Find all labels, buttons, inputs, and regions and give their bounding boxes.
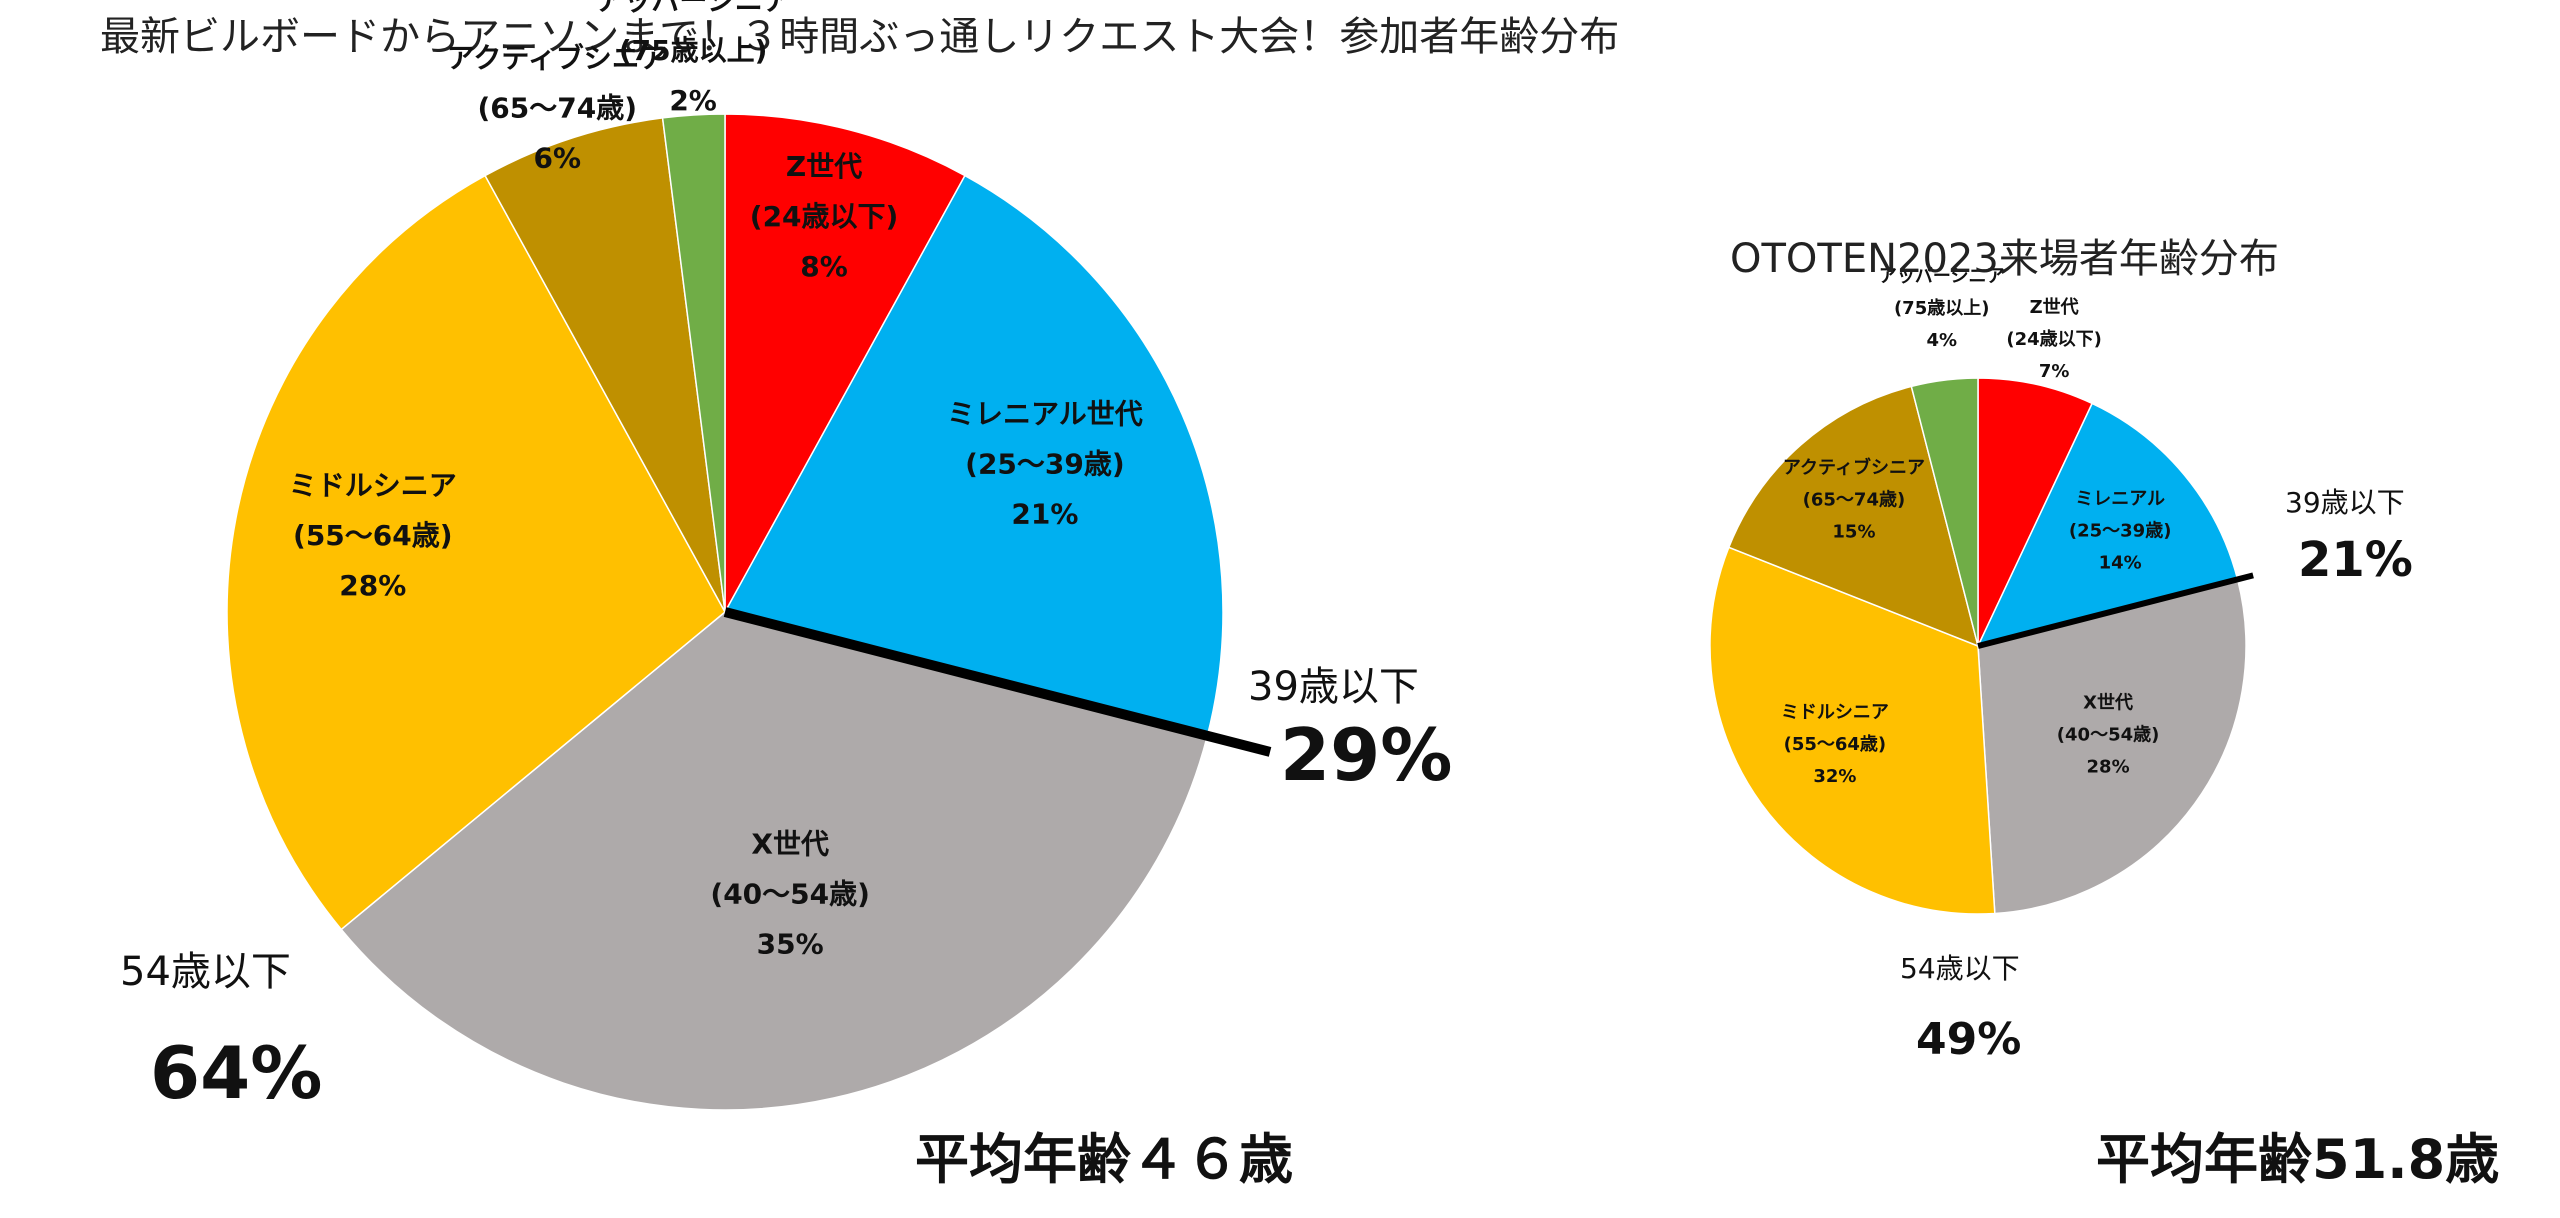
- under39-label: 39歳以下: [2285, 486, 2405, 519]
- pie-slice-middle-senior: [1709, 546, 1996, 915]
- pie-slice-x-gen: [340, 611, 1209, 1111]
- pie-slice-active-senior: [484, 117, 726, 613]
- pie-chart-request-event: Z世代(24歳以下) 8% ミレニアル世代(25～39歳) 21% X世代(40～54歳…: [120, 0, 1452, 1191]
- under54-value: 49%: [1916, 1014, 2021, 1065]
- slice-label-upper-senior: アッパーシニア(75歳以上) 4%: [1879, 266, 2005, 351]
- under54-label: 54歳以下: [1900, 952, 2020, 985]
- slice-label-middle-senior: ミドルシニア(55～64歳) 32%: [1781, 702, 1889, 787]
- under39-value: 29%: [1280, 713, 1452, 797]
- under39-separator-line: [1977, 572, 2254, 649]
- pie-slice-millennial: [723, 174, 1224, 737]
- pie-slice-z-gen: [1977, 377, 2094, 647]
- slice-label-millennial: ミレニアル世代(25～39歳) 21%: [947, 398, 1143, 531]
- under54-value: 64%: [150, 1031, 322, 1115]
- slice-label-upper-senior: アッパーシニア(75歳以上) 2%: [595, 0, 790, 117]
- slice-label-z-gen: Z世代(24歳以下) 8%: [750, 150, 899, 283]
- average-age: 平均年齢51.8歳: [2096, 1128, 2499, 1191]
- slice-label-x-gen: X世代(40～54歳) 28%: [2057, 693, 2160, 778]
- pie-slice-z-gen: [724, 113, 966, 613]
- pie-slice-upper-senior: [661, 113, 726, 613]
- slice-label-x-gen: X世代(40～54歳) 35%: [710, 828, 870, 961]
- under39-value: 21%: [2298, 532, 2413, 588]
- pie-slice-millennial: [1976, 402, 2239, 648]
- pie-slice-active-senior: [1727, 385, 1980, 648]
- pie-slice-middle-senior: [226, 174, 726, 931]
- slice-label-active-senior: アクティブシニア(65～74歳) 6%: [447, 41, 668, 174]
- pie-slice-x-gen: [1977, 578, 2247, 915]
- slice-label-middle-senior: ミドルシニア(55～64歳) 28%: [289, 469, 457, 602]
- slice-label-active-senior: アクティブシニア(65～74歳) 15%: [1783, 456, 1925, 542]
- ototen-title: OTOTEN2023来場者年齢分布: [1730, 236, 2279, 282]
- under54-label: 54歳以下: [120, 949, 291, 995]
- pie-slice-upper-senior: [1910, 377, 1979, 647]
- under39-separator-line: [723, 607, 1272, 757]
- average-age: 平均年齢４６歳: [915, 1128, 1293, 1191]
- under39-label: 39歳以下: [1248, 664, 1419, 710]
- pie-chart-ototen2023: Z世代(24歳以下) 7% ミレニアル(25～39歳) 14% X世代(40～54歳) 2…: [1709, 266, 2499, 1191]
- slice-label-z-gen: Z世代(24歳以下) 7%: [2006, 297, 2102, 382]
- main-title: 最新ビルボードからアニソンまで！３時間ぶっ通しリクエスト大会！参加者年齢分布: [100, 14, 1619, 60]
- slice-label-millennial: ミレニアル(25～39歳) 14%: [2069, 489, 2172, 574]
